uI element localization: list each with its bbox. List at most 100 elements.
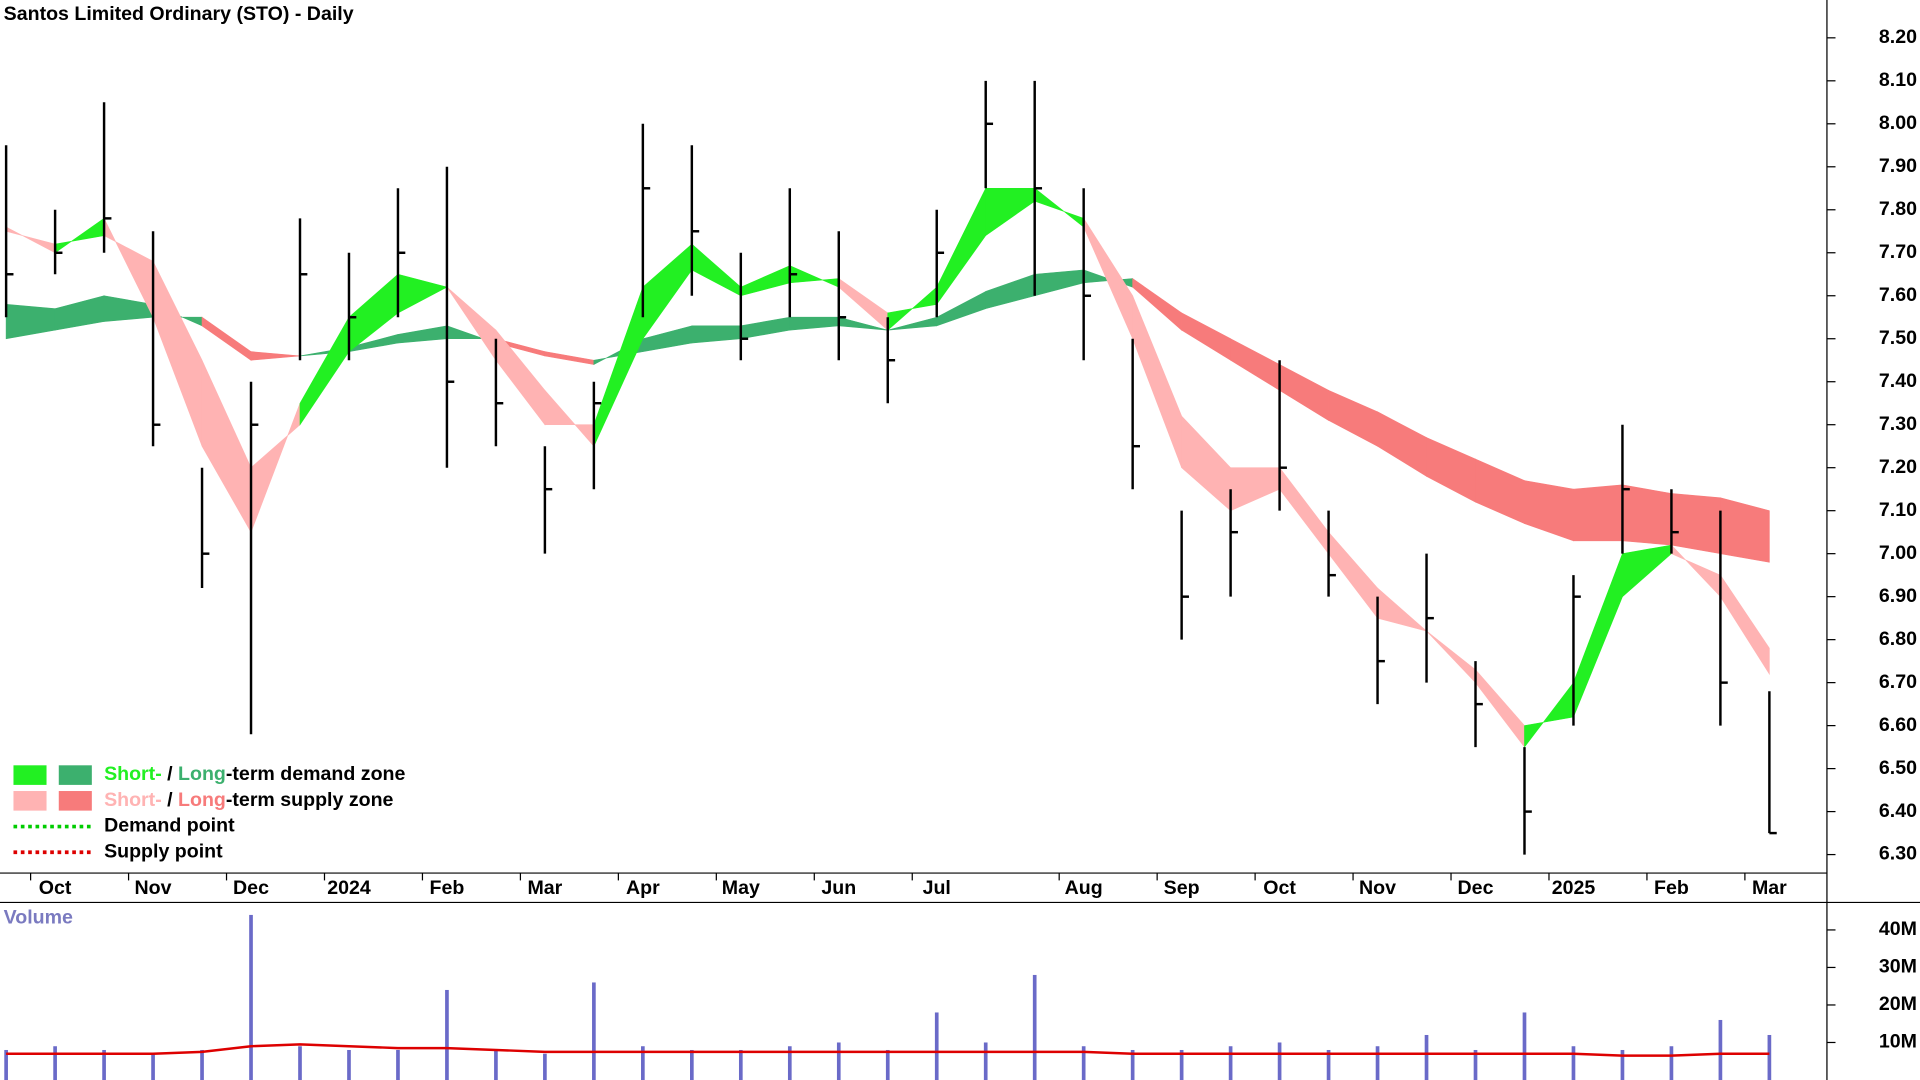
- volume-bar: [934, 1012, 939, 1080]
- legend-part: Short-: [104, 789, 162, 811]
- volume-bar: [1767, 1034, 1772, 1080]
- volume-bar: [592, 982, 596, 1080]
- y-tick-label: 20M: [1879, 993, 1917, 1015]
- long-term-zone: [985, 273, 1035, 310]
- volume-bar: [1473, 1049, 1478, 1080]
- short-term-zone: [985, 187, 1035, 237]
- long-term-zone: [1181, 312, 1231, 361]
- long-term-zone: [397, 325, 448, 344]
- y-tick-label: 7.70: [1879, 241, 1917, 263]
- short-term-zone: [250, 403, 301, 533]
- short-term-zone: [201, 360, 252, 534]
- y-tick-label: 6.50: [1879, 757, 1917, 779]
- y-tick-label: 40M: [1879, 918, 1917, 940]
- short-term-zone: [936, 188, 987, 306]
- y-tick-label: 6.70: [1879, 671, 1917, 693]
- x-tick-label: Jul: [923, 877, 951, 899]
- short-term-zone: [1377, 587, 1427, 632]
- volume-bar: [787, 1046, 792, 1080]
- volume-bar: [1669, 1046, 1674, 1080]
- legend-part: -term supply zone: [226, 789, 394, 811]
- y-tick-label: 8.10: [1879, 69, 1917, 91]
- volume-bar: [543, 1053, 547, 1080]
- legend-part: /: [162, 763, 178, 785]
- long-term-zone: [789, 316, 840, 331]
- y-tick-label: 7.80: [1879, 198, 1917, 220]
- volume-bar: [4, 1049, 8, 1080]
- short-term-zone: [1181, 415, 1231, 512]
- x-tick-label: Dec: [233, 877, 269, 899]
- legend-part: Long: [178, 763, 226, 785]
- volume-bar: [53, 1046, 57, 1080]
- volume-bar: [641, 1046, 645, 1080]
- y-tick-label: 7.60: [1879, 284, 1917, 306]
- x-tick-label: Mar: [527, 877, 562, 899]
- x-tick-label: Feb: [1654, 877, 1689, 899]
- volume-bar: [347, 1049, 351, 1080]
- volume-bar: [1081, 1046, 1086, 1080]
- long-term-zone: [1426, 437, 1476, 503]
- long-term-zone: [201, 316, 252, 361]
- legend-part: Short-: [104, 763, 162, 785]
- short-term-zone: [1622, 544, 1672, 598]
- x-tick-label: Jun: [821, 877, 856, 899]
- long-term-zone: [1475, 458, 1525, 525]
- volume-bar: [690, 1049, 694, 1080]
- x-tick-label: Feb: [430, 877, 465, 899]
- short-term-zone: [299, 316, 350, 426]
- short-term-zone: [495, 329, 546, 426]
- volume-bar: [102, 1049, 106, 1080]
- volume-bar: [494, 1049, 498, 1080]
- y-tick-label: 6.40: [1879, 800, 1917, 822]
- chart-title: Santos Limited Ordinary (STO) - Daily: [4, 3, 354, 25]
- volume-bar: [1718, 1019, 1723, 1080]
- short-term-zone: [54, 217, 105, 254]
- volume-title: Volume: [4, 907, 73, 929]
- x-tick-label: 2024: [327, 877, 371, 899]
- y-tick-label: 8.20: [1879, 26, 1917, 48]
- short-term-zone: [789, 265, 840, 288]
- y-tick-label: 6.30: [1879, 843, 1917, 865]
- volume-bar: [151, 1053, 155, 1080]
- long-term-zone: [1377, 411, 1427, 477]
- long-term-zone: [5, 304, 56, 340]
- y-tick-label: 7.40: [1879, 370, 1917, 392]
- short-term-zone: [544, 389, 595, 448]
- long-term-zone: [642, 325, 693, 352]
- short-term-zone: [1524, 681, 1574, 749]
- y-tick-label: 6.80: [1879, 628, 1917, 650]
- volume-bar: [885, 1049, 890, 1080]
- y-tick-label: 7.20: [1879, 456, 1917, 478]
- x-tick-label: Apr: [626, 877, 660, 899]
- long-term-zone: [544, 351, 595, 365]
- volume-bar: [200, 1049, 204, 1080]
- legend-label: Demand point: [104, 815, 235, 837]
- long-term-zone: [1279, 364, 1329, 421]
- long-term-zone: [1524, 480, 1574, 542]
- x-tick-label: Nov: [135, 877, 172, 899]
- volume-bar: [1130, 1049, 1135, 1080]
- volume-bar: [1326, 1049, 1331, 1080]
- volume-bar: [1620, 1049, 1625, 1080]
- y-tick-label: 7.10: [1879, 499, 1917, 521]
- volume-bar: [1424, 1034, 1429, 1080]
- legend-swatch: [13, 765, 47, 785]
- short-term-zone: [1671, 544, 1721, 598]
- x-tick-label: Oct: [39, 877, 72, 899]
- y-tick-label: 7.90: [1879, 155, 1917, 177]
- volume-bar: [983, 1042, 988, 1080]
- short-term-zone: [1475, 668, 1525, 749]
- legend-part: /: [162, 789, 178, 811]
- short-term-zone: [446, 286, 497, 362]
- y-tick-label: 7.00: [1879, 542, 1917, 564]
- long-term-zone: [1328, 389, 1378, 447]
- short-term-zone: [152, 261, 203, 447]
- volume-bar: [445, 989, 449, 1080]
- long-term-zone: [1034, 269, 1084, 297]
- long-term-zone: [1230, 338, 1280, 391]
- x-tick-label: Dec: [1458, 877, 1494, 899]
- short-term-zone: [691, 243, 742, 297]
- x-tick-label: Mar: [1752, 877, 1787, 899]
- volume-bar: [1179, 1049, 1184, 1080]
